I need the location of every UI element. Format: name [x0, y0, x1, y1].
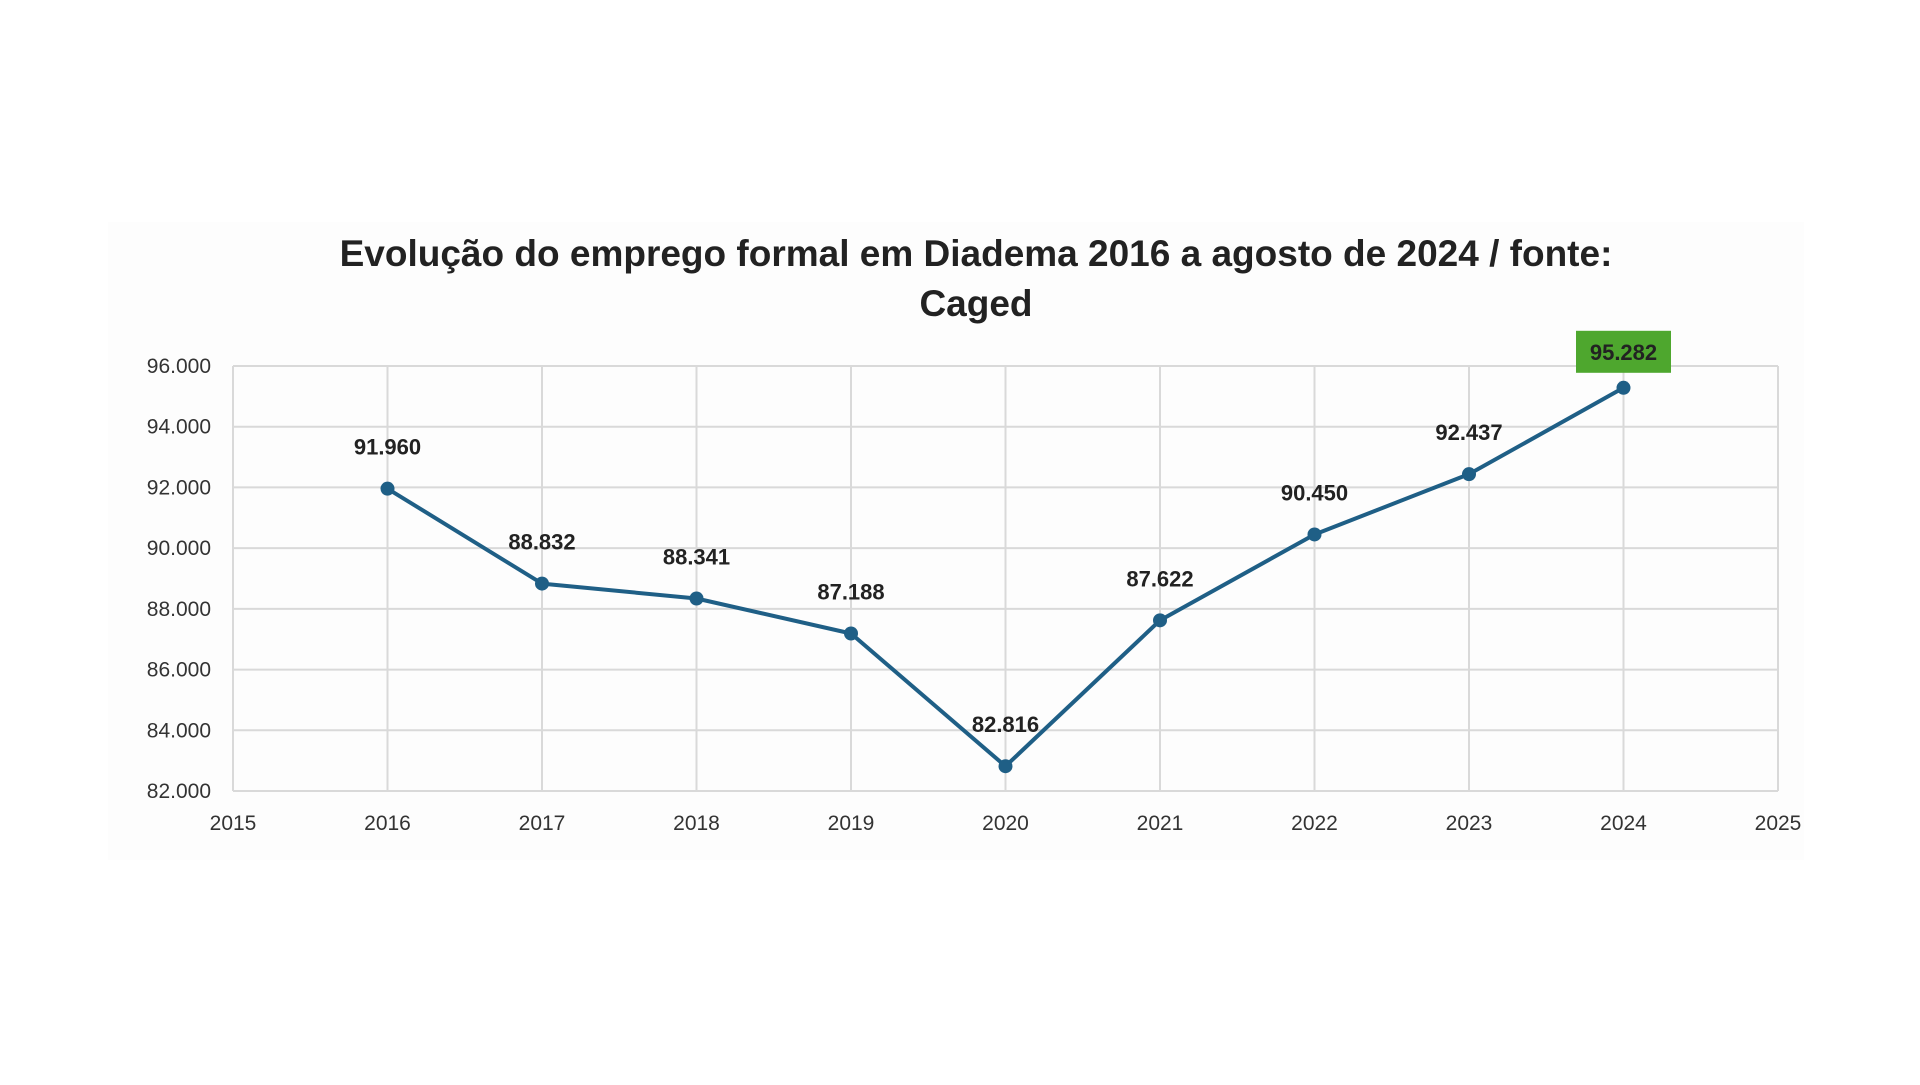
- chart-title-line-1: Evolução do emprego formal em Diadema 20…: [340, 233, 1613, 274]
- x-tick-label: 2025: [1755, 812, 1802, 835]
- x-tick-label: 2018: [673, 812, 720, 835]
- x-tick-label: 2024: [1600, 812, 1647, 835]
- y-tick-label: 82.000: [147, 780, 211, 803]
- y-tick-label: 88.000: [147, 598, 211, 621]
- data-point-marker: [1153, 613, 1167, 628]
- y-tick-label: 90.000: [147, 537, 211, 560]
- data-label: 87.622: [1126, 566, 1193, 591]
- data-point-marker: [844, 626, 858, 641]
- x-tick-label: 2023: [1446, 812, 1493, 835]
- x-tick-label: 2015: [210, 812, 257, 835]
- x-tick-label: 2016: [364, 812, 411, 835]
- x-tick-label: 2019: [828, 812, 875, 835]
- data-label: 87.188: [817, 580, 884, 605]
- data-point-marker: [998, 759, 1013, 774]
- data-label: 88.832: [508, 530, 575, 555]
- data-point-marker: [689, 591, 704, 606]
- data-point-marker: [380, 481, 395, 496]
- chart-title-line-2: Caged: [919, 283, 1032, 324]
- chart-area-background: [108, 222, 1804, 860]
- x-tick-label: 2020: [982, 812, 1029, 835]
- highlighted-data-label: 95.282: [1590, 340, 1657, 365]
- data-label: 91.960: [354, 435, 421, 460]
- x-tick-label: 2022: [1291, 812, 1338, 835]
- x-tick-label: 2021: [1137, 812, 1184, 835]
- data-point-marker: [1462, 467, 1476, 482]
- data-label: 88.341: [663, 545, 730, 570]
- y-tick-label: 96.000: [147, 355, 211, 378]
- data-point-marker: [1616, 380, 1631, 395]
- data-label: 90.450: [1281, 480, 1348, 505]
- axis-tick-labels: 82.000 84.000 86.000 88.000 90.000 92.000 94.0…: [147, 355, 1802, 835]
- y-tick-label: 92.000: [147, 476, 211, 499]
- data-labels: 91.960 88.832 88.341 87.188 82.816 87.622 90.4…: [354, 330, 1671, 737]
- data-point-marker: [1307, 527, 1322, 542]
- data-label: 82.816: [972, 712, 1039, 737]
- y-tick-label: 84.000: [147, 719, 211, 742]
- y-tick-label: 94.000: [147, 416, 211, 439]
- series-line-group: [380, 380, 1631, 774]
- data-label: 92.437: [1435, 420, 1502, 445]
- x-tick-label: 2017: [519, 812, 566, 835]
- data-point-marker: [535, 576, 549, 591]
- highlight-label-background: [1576, 330, 1671, 373]
- y-tick-label: 86.000: [147, 659, 211, 682]
